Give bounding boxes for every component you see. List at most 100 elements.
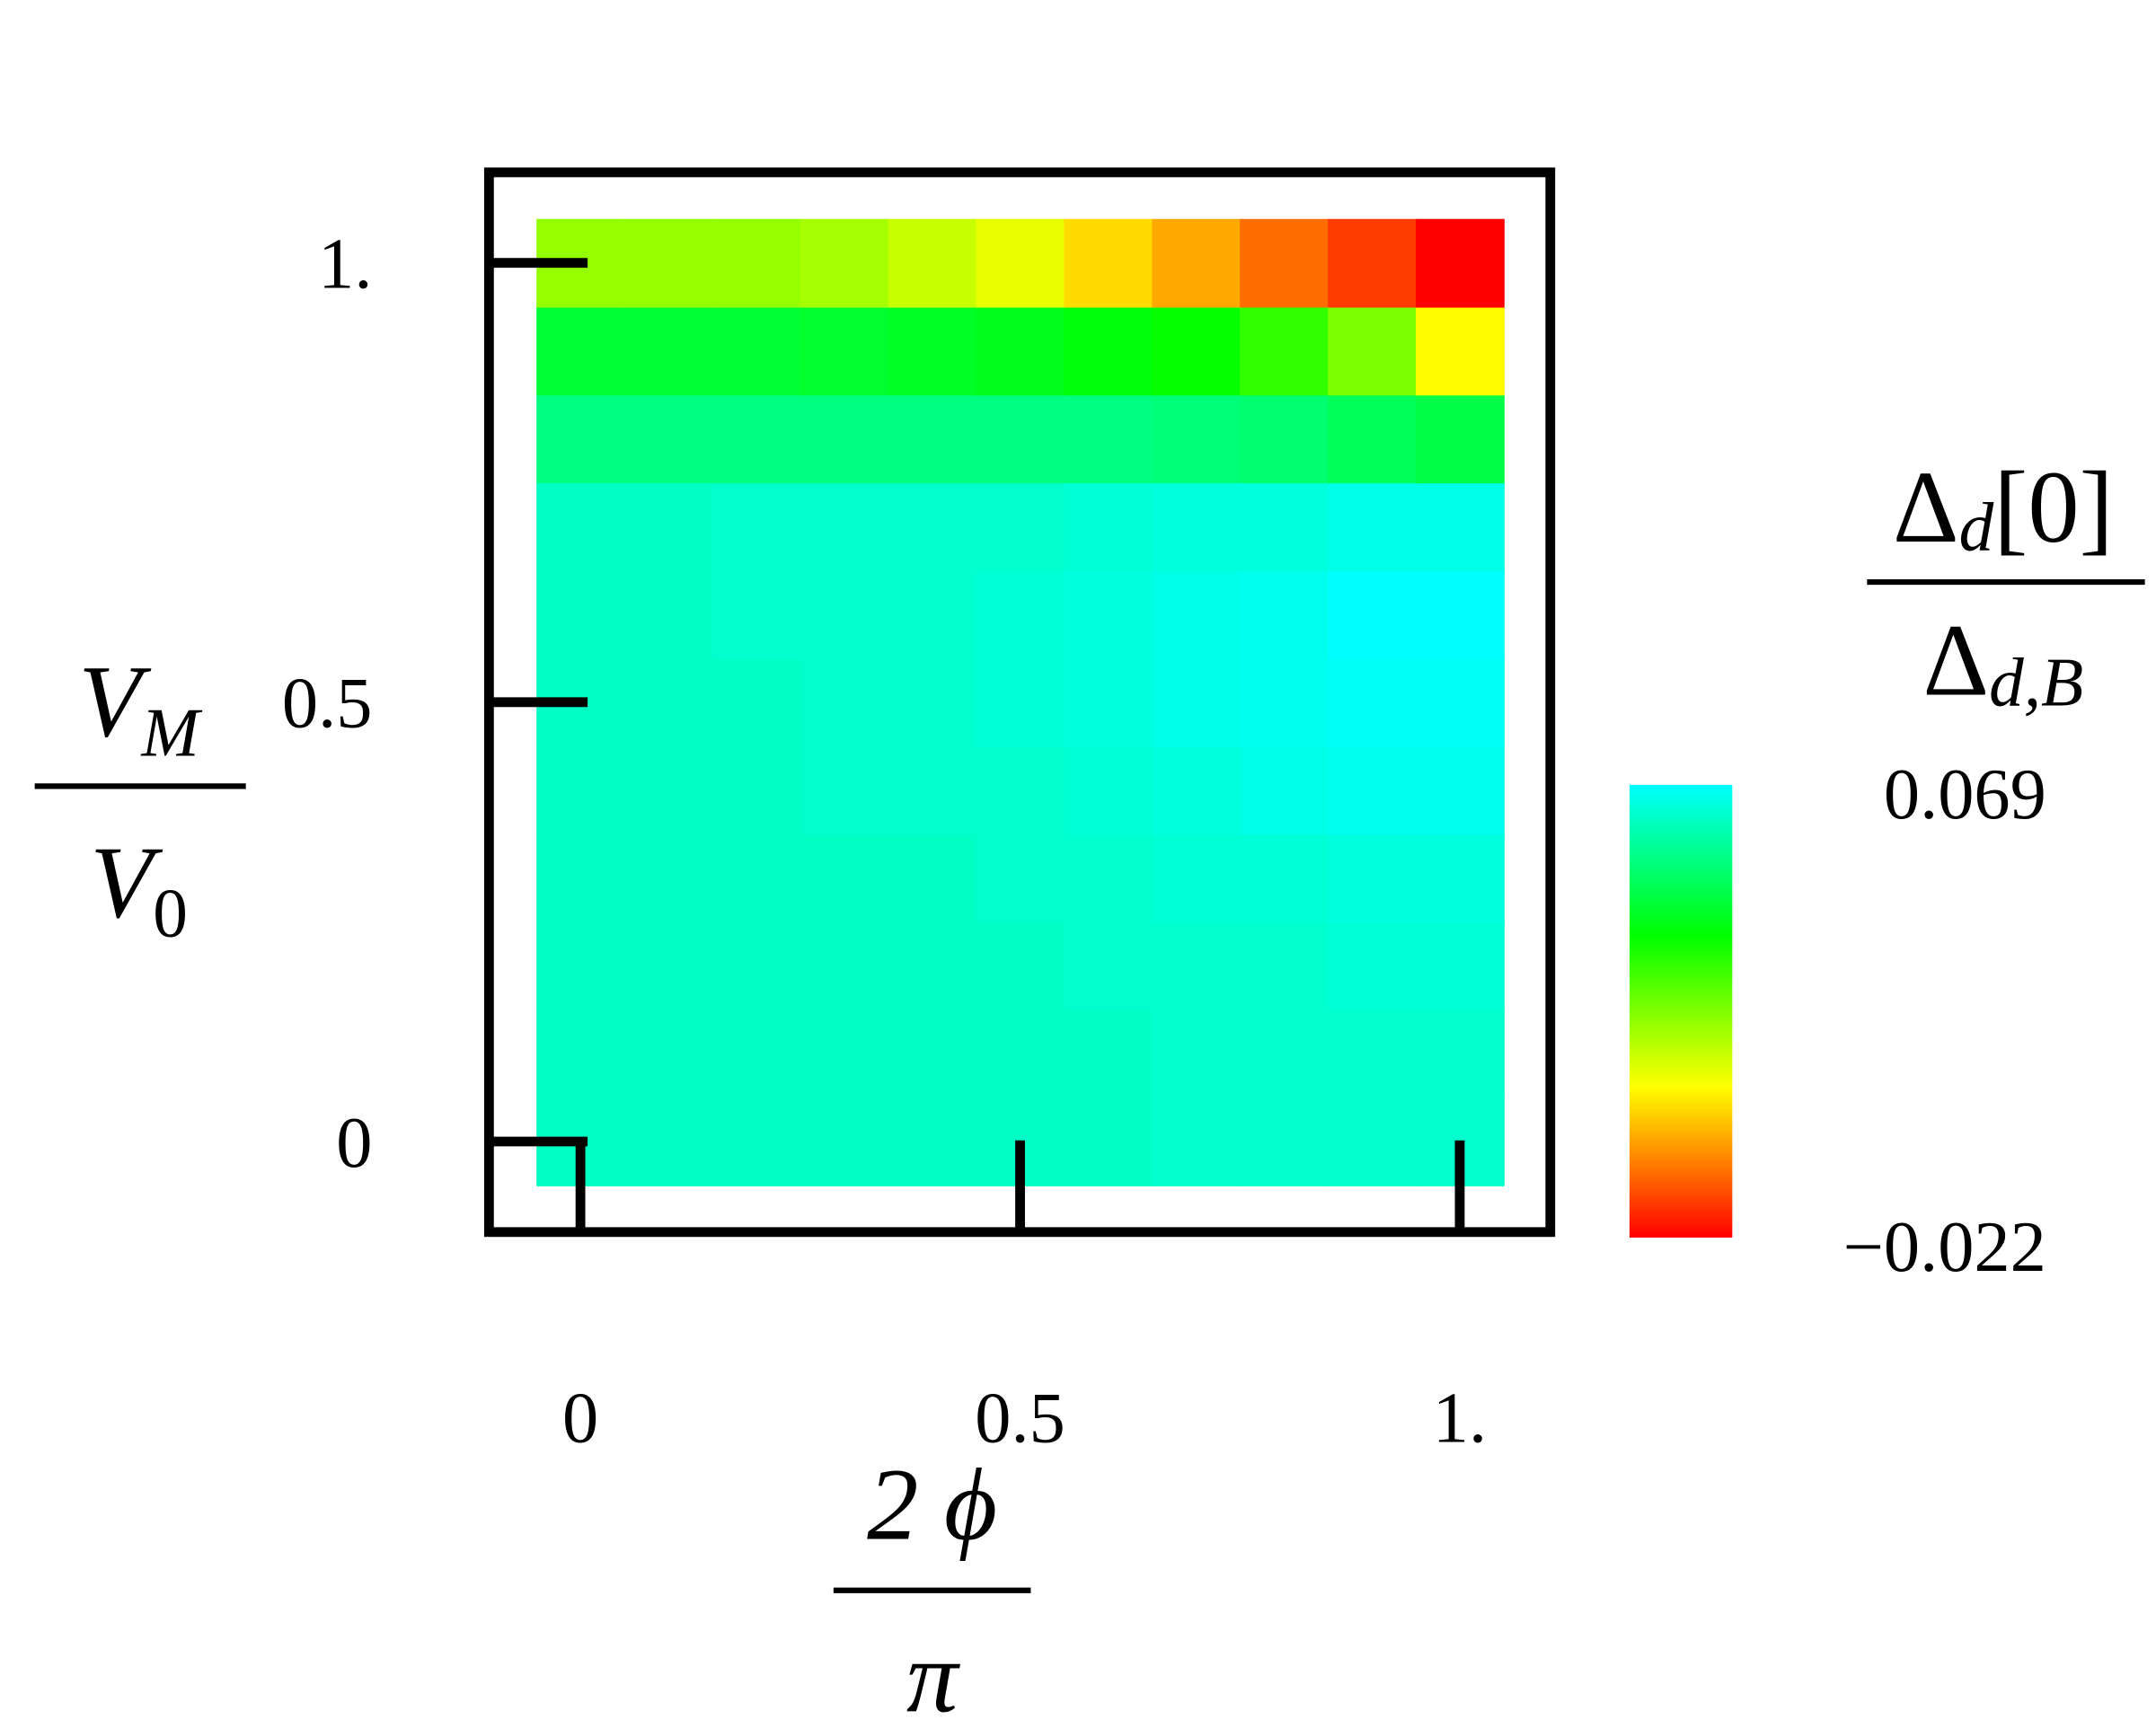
heatmap-cell	[1240, 833, 1330, 923]
heatmap-cell	[800, 1009, 889, 1099]
heatmap-cell	[1152, 306, 1241, 396]
heatmap-cell	[1328, 745, 1417, 835]
y-tick-label: 0	[336, 1103, 372, 1183]
heatmap-cell	[1328, 306, 1417, 396]
colorbar-tick-label: −0.022	[1843, 1207, 2046, 1287]
heatmap-cell	[1152, 1009, 1241, 1099]
heatmap-cell	[536, 306, 625, 396]
y-label-den-sub: 0	[153, 874, 188, 951]
heatmap-cell	[1152, 745, 1241, 835]
heatmap-cell	[711, 570, 801, 659]
heatmap-cell	[976, 306, 1065, 396]
heatmap-cell	[976, 833, 1065, 923]
colorbar-label-numerator: Δd[0]	[1893, 450, 2114, 565]
heatmap-cell	[1240, 306, 1330, 396]
heatmap-cell	[1064, 482, 1153, 572]
heatmap-cell	[888, 657, 977, 747]
cb-num-sub: d	[1959, 489, 1994, 566]
heatmap-cell	[624, 745, 713, 835]
heatmap-cell	[1064, 1098, 1153, 1186]
y-label-num-sub: M	[140, 693, 202, 771]
heatmap-cell	[1240, 482, 1330, 572]
heatmap-cell	[976, 570, 1065, 659]
y-label-numerator: VM	[78, 645, 202, 771]
heatmap-cell	[536, 833, 625, 923]
heatmap-cell	[1416, 570, 1505, 659]
heatmap-cell	[624, 394, 713, 484]
heatmap-cell	[1416, 745, 1505, 835]
cb-den-main: Δ	[1922, 603, 1989, 717]
heatmap-cell	[1328, 218, 1417, 308]
heatmap-cell	[711, 1009, 801, 1099]
heatmap-cell	[1416, 1009, 1505, 1099]
heatmap-cell	[1064, 218, 1153, 308]
heatmap-cell	[624, 657, 713, 747]
heatmap-cell	[1152, 1098, 1241, 1186]
heatmap-cell	[1064, 394, 1153, 484]
heatmap-cell	[888, 833, 977, 923]
heatmap-cell	[976, 745, 1065, 835]
heatmap-cell	[624, 482, 713, 572]
heatmap-cell	[800, 570, 889, 659]
colorbar	[1629, 784, 1733, 1238]
heatmap-cell	[536, 482, 625, 572]
y-label-den-main: V	[90, 825, 163, 939]
heatmap-cell	[1416, 394, 1505, 484]
heatmap-cell	[536, 921, 625, 1011]
heatmap-cell	[711, 657, 801, 747]
heatmap-cell	[976, 1009, 1065, 1099]
heatmap-cell	[1064, 306, 1153, 396]
heatmap-cell	[711, 833, 801, 923]
heatmap-cell	[536, 394, 625, 484]
heatmap-cell	[1328, 657, 1417, 747]
heatmap-cell	[1416, 306, 1505, 396]
heatmap-cell	[976, 657, 1065, 747]
x-label-numerator: 2 ϕ	[867, 1448, 997, 1562]
heatmap-cell	[536, 570, 625, 659]
x-tick-label: 1.	[1433, 1378, 1487, 1458]
heatmap-cell	[711, 745, 801, 835]
heatmap-cell	[711, 482, 801, 572]
heatmap-cell	[1240, 745, 1330, 835]
heatmap-cell	[1152, 394, 1241, 484]
heatmap-cell	[711, 1098, 801, 1186]
heatmap-cell	[711, 921, 801, 1011]
heatmap-cell	[1152, 570, 1241, 659]
heatmap-cell	[800, 394, 889, 484]
heatmap-cell	[1240, 218, 1330, 308]
y-label-denominator: V0	[90, 825, 188, 952]
heatmap-cell	[711, 394, 801, 484]
y-tick-label: 1.	[318, 225, 372, 304]
heatmap-cell	[800, 218, 889, 308]
heatmap	[536, 218, 1505, 1186]
heatmap-cell	[711, 306, 801, 396]
x-tick-label: 0	[562, 1378, 598, 1458]
heatmap-cell	[624, 218, 713, 308]
heatmap-cell	[1328, 394, 1417, 484]
y-label-num-main: V	[78, 645, 151, 759]
heatmap-cell	[1240, 570, 1330, 659]
heatmap-cell	[800, 657, 889, 747]
heatmap-cell	[536, 1009, 625, 1099]
x-tick-label: 0.5	[975, 1378, 1065, 1458]
heatmap-cell	[536, 745, 625, 835]
heatmap-cell	[888, 394, 977, 484]
heatmap-cell	[1328, 833, 1417, 923]
heatmap-cell	[1328, 921, 1417, 1011]
heatmap-cell	[1152, 482, 1241, 572]
heatmap-cell	[800, 1098, 889, 1186]
heatmap-cell	[1416, 482, 1505, 572]
heatmap-cell	[624, 1009, 713, 1099]
heatmap-cell	[1416, 833, 1505, 923]
colorbar-tick-label: 0.069	[1884, 754, 2046, 834]
heatmap-cell	[1416, 921, 1505, 1011]
heatmap-cell	[624, 570, 713, 659]
heatmap-cell	[1064, 921, 1153, 1011]
heatmap-cell	[1328, 1009, 1417, 1099]
y-tick-label: 0.5	[282, 664, 373, 744]
heatmap-cell	[800, 306, 889, 396]
x-label-denominator: π	[906, 1619, 960, 1728]
ticks: 0 0.5 1. 0 0.5 1.	[282, 225, 1487, 1459]
